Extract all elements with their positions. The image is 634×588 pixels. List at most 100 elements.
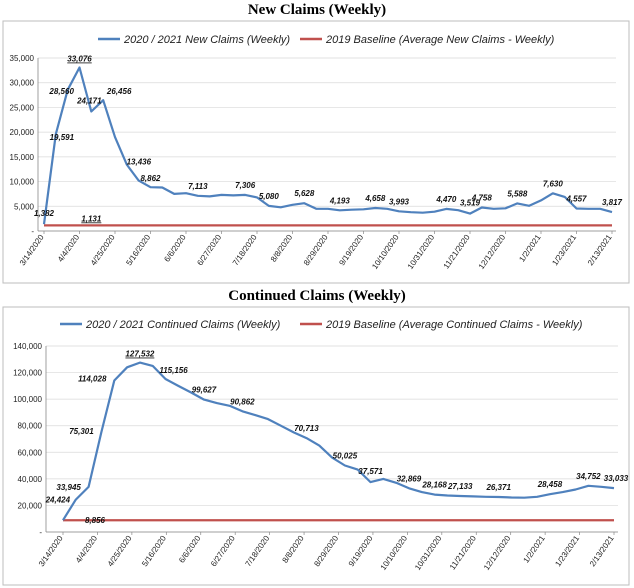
y-tick-label: 140,000 (13, 342, 42, 351)
y-tick-label: - (31, 227, 34, 236)
y-tick-label: 25,000 (10, 103, 35, 112)
chart-continued-claims: - 20,000 40,000 60,000 80,000 100,000 120,000 1… (2, 306, 630, 586)
x-tick-label: 10/31/2020 (406, 233, 437, 271)
main-series-line (42, 66, 613, 225)
y-tick-label: 5,000 (14, 202, 35, 211)
x-tick-label: 10/31/2020 (413, 534, 444, 572)
y-tick-label: 35,000 (10, 54, 35, 63)
x-tick-label: 10/10/2020 (370, 233, 401, 271)
data-label: 32,869 (397, 474, 422, 483)
x-tick-label: 12/12/2020 (482, 534, 513, 572)
data-label: 26,456 (106, 87, 132, 96)
data-label: 8,856 (85, 516, 106, 525)
data-label: 28,168 (421, 481, 447, 490)
y-tick-label: 60,000 (18, 448, 43, 457)
x-tick-label: 8/29/2020 (312, 534, 340, 569)
legend-label-baseline: 2019 Baseline (Average Continued Claims … (325, 319, 583, 331)
data-label: 3,993 (389, 197, 410, 206)
x-tick-label: 11/21/2020 (448, 534, 478, 572)
x-tick-label: 1/23/2021 (553, 534, 581, 569)
data-label: 99,627 (192, 386, 217, 395)
data-label: 37,571 (358, 467, 383, 476)
data-label: 5,080 (259, 192, 280, 201)
data-label: 114,028 (78, 375, 107, 384)
y-tick-label: 30,000 (10, 79, 35, 88)
y-tick-label: - (39, 528, 42, 537)
y-tick-label: 10,000 (10, 178, 35, 187)
y-tick-label: 20,000 (18, 501, 43, 510)
chart-title-continued-claims: Continued Claims (Weekly) (228, 288, 406, 304)
data-label: 7,113 (188, 182, 208, 191)
data-label: 24,424 (45, 496, 71, 505)
data-label: 33,033 (604, 474, 629, 483)
x-tick-label: 3/14/2020 (37, 534, 65, 569)
x-tick-label: 11/21/2020 (442, 233, 472, 271)
x-tick-label: 9/19/2020 (347, 534, 375, 569)
main-series-line (62, 361, 615, 521)
data-label: 4,470 (435, 195, 457, 204)
legend-label-main: 2020 / 2021 Continued Claims (Weekly) (85, 319, 281, 331)
x-tick-label: 8/8/2020 (280, 534, 306, 565)
data-label: 7,630 (543, 179, 564, 188)
data-label: 28,560 (48, 87, 74, 96)
data-label: 33,076 (67, 55, 92, 64)
data-label: 26,371 (485, 483, 511, 492)
x-tick-label: 1/23/2021 (550, 233, 578, 268)
x-tick-label: 3/14/2020 (18, 233, 46, 268)
legend-label-baseline: 2019 Baseline (Average New Claims - Week… (325, 34, 555, 46)
x-tick-label: 5/16/2020 (124, 233, 152, 268)
data-label: 8,862 (140, 174, 161, 183)
y-tick-label: 20,000 (10, 128, 35, 137)
data-label: 27,133 (447, 482, 473, 491)
x-tick-label: 5/16/2020 (140, 534, 168, 569)
x-tick-label: 1/2/2021 (522, 534, 548, 565)
data-label: 34,752 (576, 472, 601, 481)
y-tick-label: 15,000 (10, 153, 35, 162)
x-tick-label: 9/19/2020 (337, 233, 365, 268)
data-label: 33,945 (56, 483, 81, 492)
chart-new-claims: - 5,000 10,000 15,000 20,000 25,000 30,000 35,0… (2, 20, 630, 284)
data-label: 4,758 (471, 193, 493, 202)
chart-border (2, 20, 630, 284)
x-tick-label: 10/10/2020 (379, 534, 410, 572)
data-label: 70,713 (294, 424, 319, 433)
x-tick-label: 6/6/2020 (162, 233, 188, 264)
data-label: 13,436 (127, 158, 152, 167)
data-label: 24,171 (76, 97, 102, 106)
data-label: 90,862 (230, 397, 255, 406)
x-tick-label: 4/25/2020 (106, 534, 134, 569)
data-label: 3,817 (602, 198, 623, 207)
data-label: 75,301 (69, 427, 94, 436)
x-tick-label: 4/4/2020 (56, 233, 82, 264)
data-label: 127,532 (125, 350, 154, 359)
y-tick-label: 80,000 (18, 422, 43, 431)
chart-title-new-claims: New Claims (Weekly) (247, 2, 387, 18)
x-tick-label: 6/27/2020 (209, 534, 237, 569)
data-label: 50,025 (333, 452, 358, 461)
x-tick-label: 7/18/2020 (231, 233, 259, 268)
x-tick-label: 8/29/2020 (302, 233, 330, 268)
data-label: 28,458 (537, 480, 563, 489)
x-tick-label: 4/25/2020 (89, 233, 117, 268)
data-label: 5,628 (294, 189, 315, 198)
data-label: 19,591 (50, 133, 75, 142)
y-tick-label: 100,000 (13, 395, 42, 404)
data-label: 4,193 (329, 196, 351, 205)
x-tick-label: 6/6/2020 (177, 534, 203, 565)
x-tick-label: 1/2/2021 (517, 233, 543, 264)
x-tick-label: 8/8/2020 (269, 233, 295, 264)
data-label: 4,557 (565, 194, 587, 203)
x-tick-label: 12/12/2020 (477, 233, 508, 271)
data-label: 4,658 (364, 194, 386, 203)
data-label: 115,156 (159, 366, 188, 375)
data-label: 3,519 (460, 199, 481, 208)
data-label: 1,382 (34, 209, 55, 218)
x-tick-label: 4/4/2020 (74, 534, 100, 565)
x-tick-label: 2/13/2021 (588, 534, 616, 569)
y-tick-label: 120,000 (13, 369, 42, 378)
baseline-data-label: 1,131 (81, 214, 102, 223)
x-tick-label: 6/27/2020 (195, 233, 223, 268)
x-tick-label: 7/18/2020 (243, 534, 271, 569)
legend-label-main: 2020 / 2021 New Claims (Weekly) (123, 34, 290, 46)
x-tick-label: 2/13/2021 (586, 233, 614, 268)
